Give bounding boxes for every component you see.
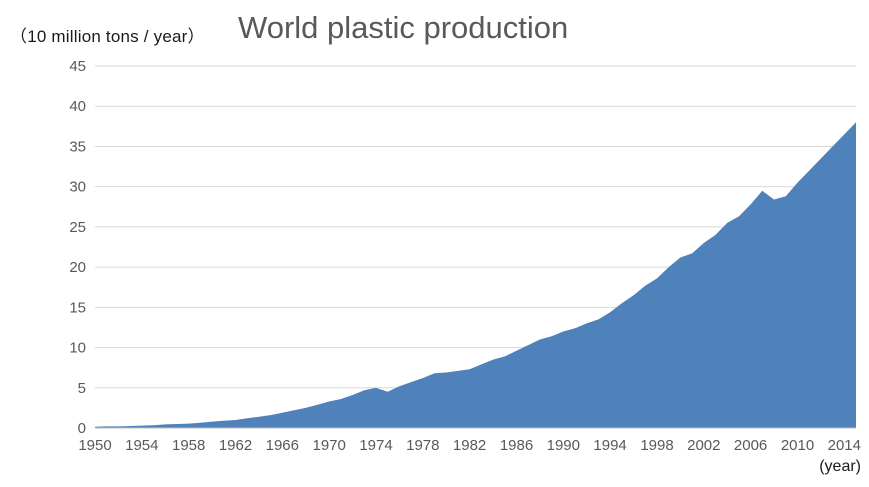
y-tick-label: 0 (78, 420, 86, 437)
y-tick-label: 20 (69, 259, 86, 276)
x-tick-label: 2014 (828, 437, 861, 454)
y-tick-label: 35 (69, 138, 86, 155)
y-tick-label: 30 (69, 179, 86, 196)
x-tick-label: 1982 (453, 437, 486, 454)
x-tick-label: 1954 (125, 437, 158, 454)
x-tick-label: 1990 (547, 437, 580, 454)
y-axis-unit-label: （10 million tons / year） (10, 27, 205, 46)
x-tick-label: 1998 (640, 437, 673, 454)
x-tick-label: 2010 (781, 437, 814, 454)
x-tick-label: 1962 (219, 437, 252, 454)
y-tick-label: 5 (78, 380, 86, 397)
y-tick-label: 45 (69, 58, 86, 75)
x-tick-label: 1974 (359, 437, 392, 454)
x-tick-label: 1986 (500, 437, 533, 454)
x-tick-label: 1966 (266, 437, 299, 454)
x-tick-label: 1978 (406, 437, 439, 454)
x-tick-label: 1958 (172, 437, 205, 454)
x-tick-label: 1994 (593, 437, 626, 454)
x-tick-label: 2002 (687, 437, 720, 454)
x-tick-label: 1950 (78, 437, 111, 454)
x-tick-label: 1970 (313, 437, 346, 454)
x-tick-label: 2006 (734, 437, 767, 454)
chart-title: World plastic production (238, 10, 569, 45)
y-tick-label: 15 (69, 299, 86, 316)
x-axis-unit-label: (year) (819, 458, 861, 475)
area-series (95, 122, 856, 429)
y-tick-label: 10 (69, 340, 86, 357)
y-tick-label: 25 (69, 219, 86, 236)
y-tick-label: 40 (69, 98, 86, 115)
